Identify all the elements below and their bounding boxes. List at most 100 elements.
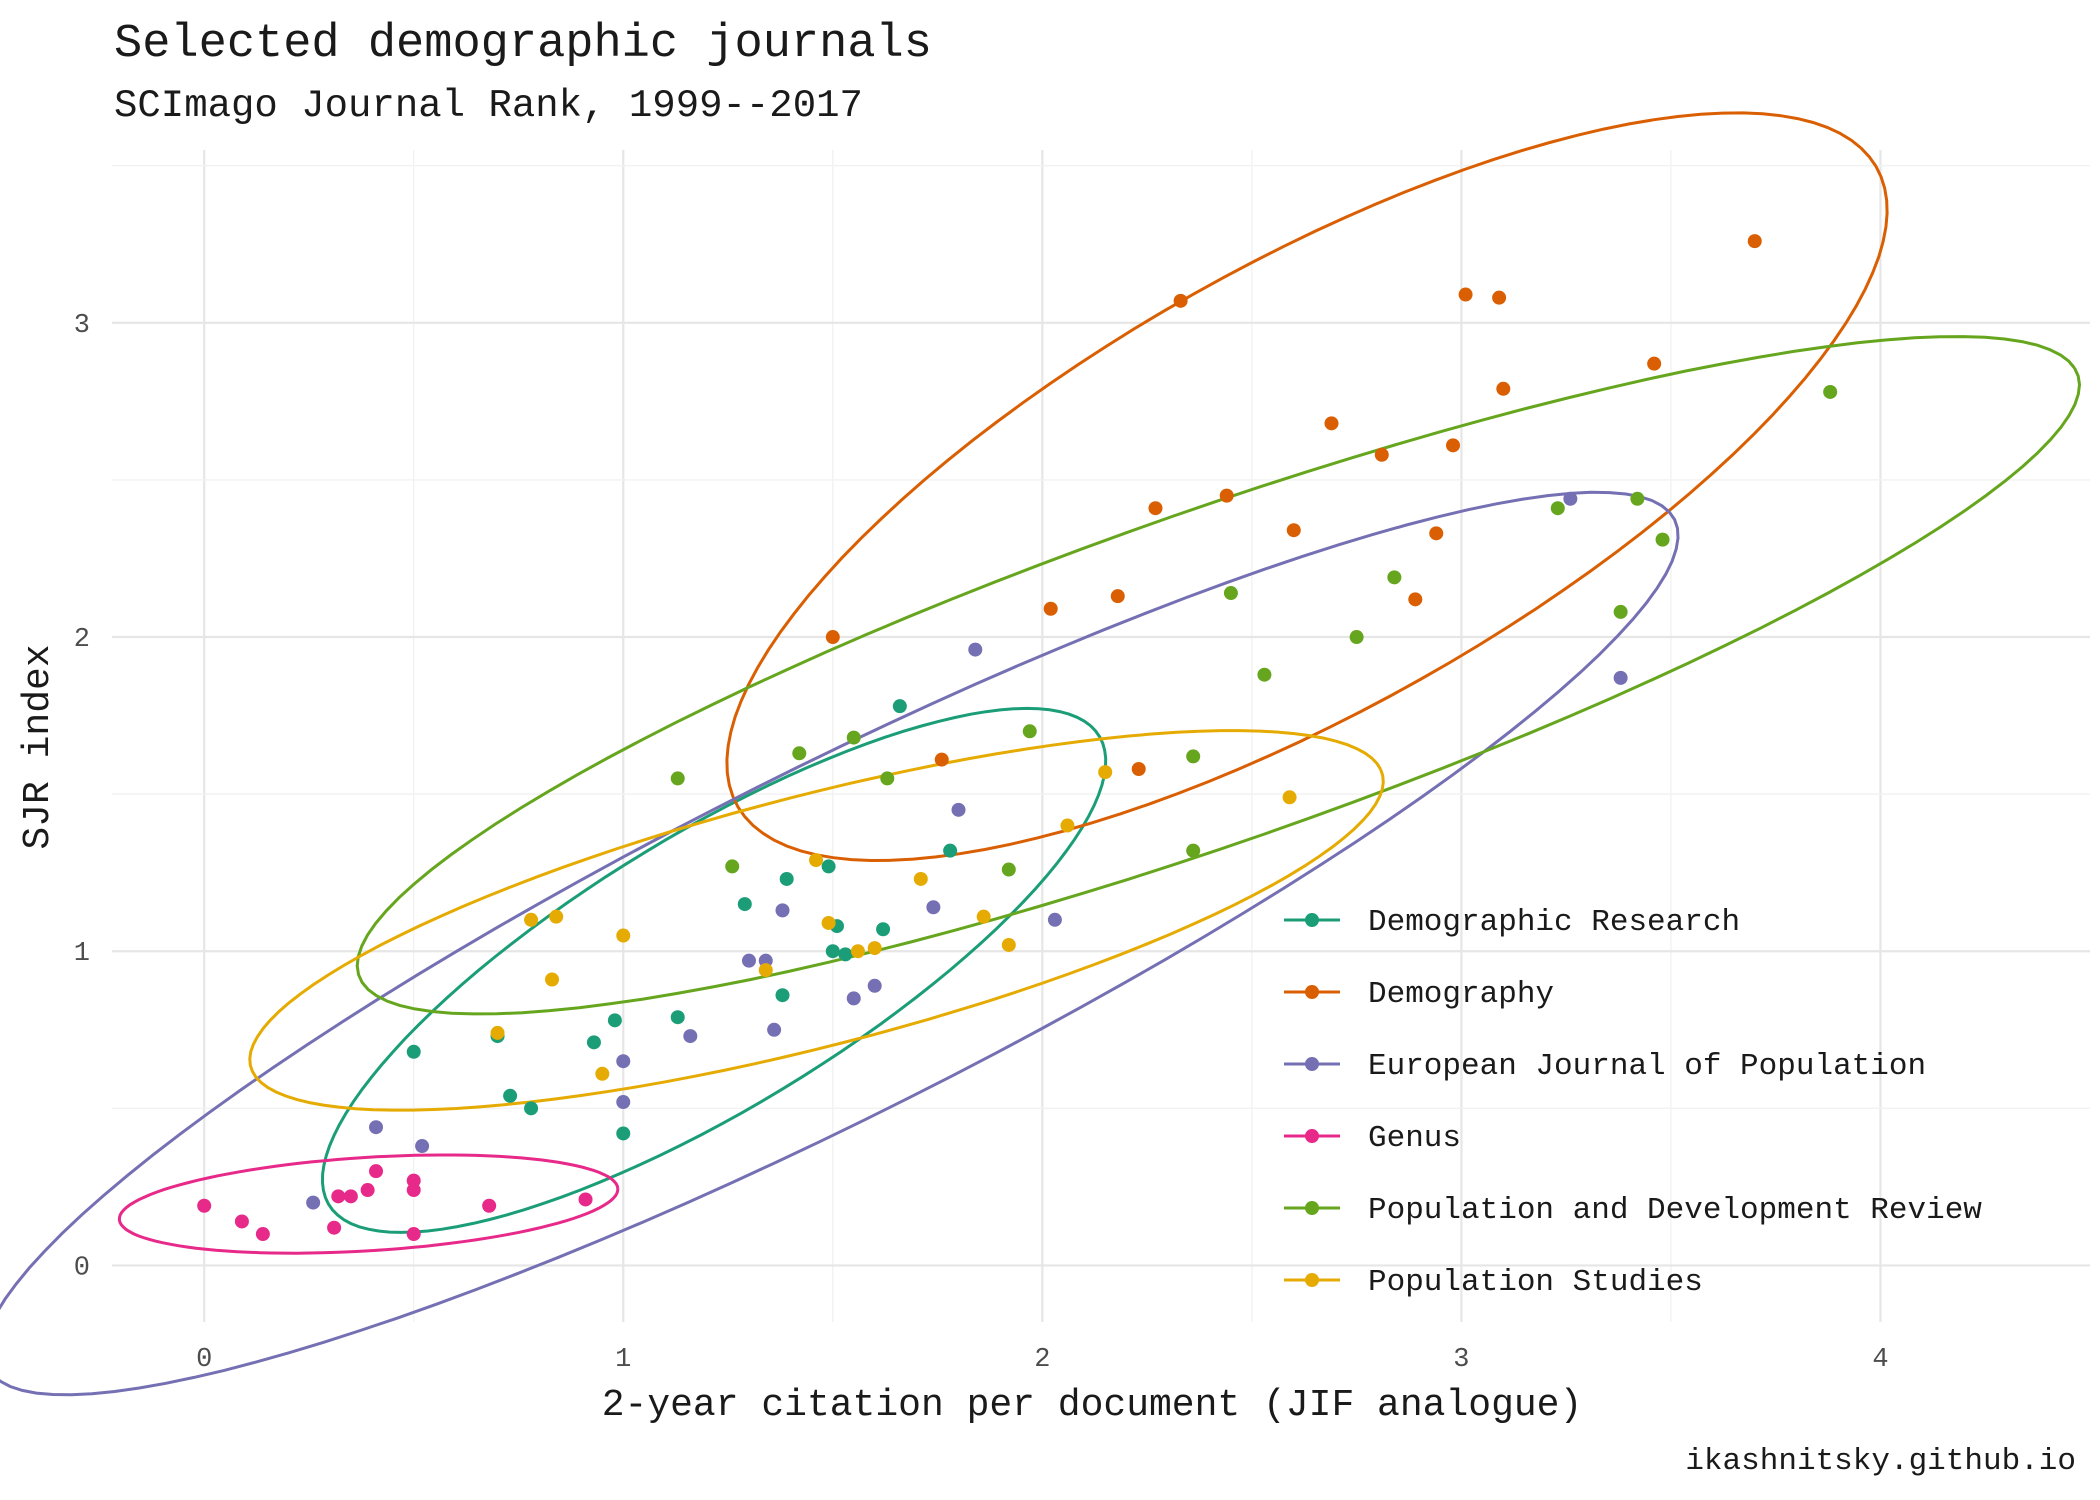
point-demography [1496,381,1511,396]
y-tick-label: 2 [74,625,90,655]
point-demography [1131,761,1146,776]
point-european-journal-of-population [926,900,941,915]
point-population-studies [821,915,836,930]
x-tick-label: 1 [615,1345,631,1375]
legend-item-demographic-research: Demographic Research [1284,905,1740,940]
point-genus [197,1198,212,1213]
point-population-studies [976,909,991,924]
point-demography [1148,501,1163,516]
legend-key-point [1305,1129,1319,1143]
confidence-ellipses [0,111,2082,1397]
point-genus [255,1227,270,1242]
point-population-and-development-review [1349,630,1364,645]
point-demography [1492,290,1507,305]
point-population-and-development-review [1823,384,1838,399]
point-demographic-research [737,897,752,912]
point-population-and-development-review [1257,667,1272,682]
ellipse-genus [117,1153,620,1255]
point-genus [327,1220,342,1235]
legend-label: European Journal of Population [1368,1049,1926,1084]
point-demographic-research [943,843,958,858]
point-genus [343,1189,358,1204]
point-population-and-development-review [1223,586,1238,601]
point-demography [1647,356,1662,371]
point-european-journal-of-population [867,978,882,993]
point-demography [1747,234,1762,249]
point-genus [331,1189,346,1204]
y-tick-label: 1 [74,939,90,969]
point-population-and-development-review [880,771,895,786]
point-demography [1043,601,1058,616]
point-population-and-development-review [846,730,861,745]
point-population-and-development-review [1613,604,1628,619]
point-demographic-research [825,944,840,959]
legend-item-population-studies: Population Studies [1284,1265,1703,1300]
point-demographic-research [406,1044,421,1059]
point-european-journal-of-population [846,991,861,1006]
plot-grid [112,150,2090,1322]
point-population-studies [758,963,773,978]
legend-label: Demography [1368,977,1554,1012]
point-population-studies [1060,818,1075,833]
point-demography [825,630,840,645]
point-genus [578,1192,593,1207]
point-population-studies [809,853,824,868]
point-demographic-research [876,922,891,937]
point-demography [1173,293,1188,308]
point-european-journal-of-population [767,1022,782,1037]
x-tick-label: 0 [196,1345,212,1375]
legend-key-point [1305,985,1319,999]
point-genus [360,1183,375,1198]
point-demographic-research [524,1101,539,1116]
point-demographic-research [892,699,907,714]
point-european-journal-of-population [369,1120,384,1135]
x-axis-title: 2-year citation per document (JIF analog… [602,1384,1583,1427]
point-population-studies [490,1025,505,1040]
legend-key-point [1305,1273,1319,1287]
ellipse-european-journal-of-population [0,490,1680,1397]
legend-label: Population and Development Review [1368,1193,1982,1228]
legend-key-point [1305,1057,1319,1071]
point-demography [1219,488,1234,503]
y-tick-label: 3 [74,311,90,341]
point-genus [406,1183,421,1198]
point-population-studies [595,1066,610,1081]
legend-item-demography: Demography [1284,977,1554,1012]
point-population-and-development-review [725,859,740,874]
point-demographic-research [670,1010,685,1025]
point-population-and-development-review [1186,749,1201,764]
point-population-studies [545,972,560,987]
point-demography [1458,287,1473,302]
point-genus [369,1164,384,1179]
point-population-and-development-review [1550,501,1565,516]
chart-caption: ikashnitsky.github.io [1685,1444,2076,1479]
legend: Demographic Research Demography European J… [1284,905,1982,1300]
point-demographic-research [775,988,790,1003]
point-population-studies [616,928,631,943]
point-demography [1374,447,1389,462]
point-population-studies [913,871,928,886]
point-genus [234,1214,249,1229]
x-tick-label: 3 [1453,1345,1469,1375]
legend-key-point [1305,913,1319,927]
point-demographic-research [821,859,836,874]
ellipse-demography [725,111,1889,863]
point-demography [1429,526,1444,541]
point-demography [1408,592,1423,607]
point-demography [1446,438,1461,453]
point-genus [406,1227,421,1242]
point-european-journal-of-population [306,1195,321,1210]
point-demography [934,752,949,767]
point-european-journal-of-population [683,1029,698,1044]
data-points [197,234,1838,1242]
point-european-journal-of-population [1563,491,1578,506]
point-population-and-development-review [1655,532,1670,547]
point-population-studies [1001,937,1016,952]
point-demographic-research [838,947,853,962]
point-population-and-development-review [1001,862,1016,877]
point-population-and-development-review [1630,491,1645,506]
legend-label: Demographic Research [1368,905,1740,940]
point-population-studies [867,941,882,956]
point-european-journal-of-population [616,1095,631,1110]
